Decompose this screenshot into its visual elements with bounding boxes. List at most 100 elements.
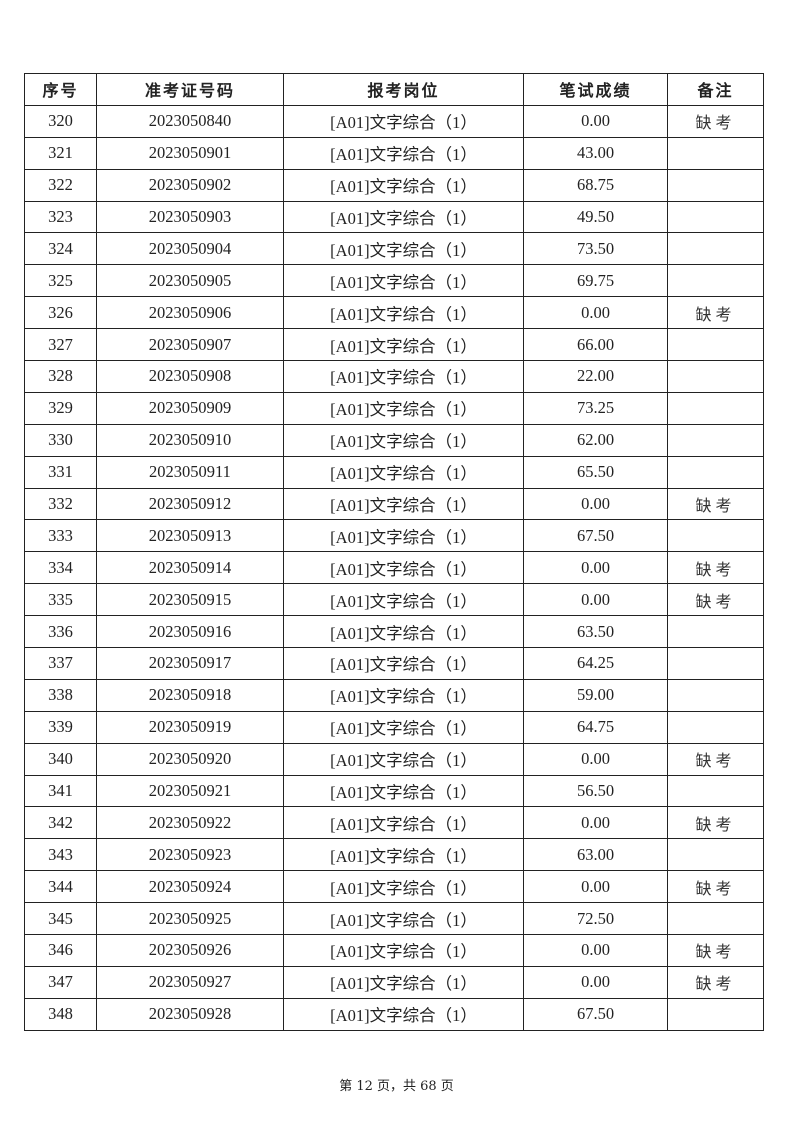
cell-ticket-number: 2023050925 [96,902,284,936]
table-row: 326 2023050906 [A01]文字综合（1） 0.00 缺考 [24,296,764,330]
cell-score: 0.00 [523,742,668,776]
cell-score: 0.00 [523,487,668,521]
cell-score: 0.00 [523,104,668,138]
cell-score: 56.50 [523,774,668,808]
cell-position: [A01]文字综合（1） [283,104,524,138]
cell-ticket-number: 2023050911 [96,455,284,489]
cell-position: [A01]文字综合（1） [283,551,524,585]
cell-position: [A01]文字综合（1） [283,360,524,393]
cell-score: 67.50 [523,519,668,553]
cell-note: 缺考 [667,104,764,138]
cell-note [667,710,764,744]
cell-position: [A01]文字综合（1） [283,678,524,712]
table-row: 337 2023050917 [A01]文字综合（1） 64.25 [24,647,764,680]
cell-ticket-number: 2023050909 [96,391,284,425]
table-row: 343 2023050923 [A01]文字综合（1） 63.00 [24,838,764,872]
table-row: 336 2023050916 [A01]文字综合（1） 63.50 [24,615,764,649]
cell-index: 331 [24,455,97,489]
cell-ticket-number: 2023050912 [96,487,284,521]
cell-position: [A01]文字综合（1） [283,200,524,234]
cell-ticket-number: 2023050922 [96,806,284,840]
cell-index: 345 [24,902,97,936]
table-row: 324 2023050904 [A01]文字综合（1） 73.50 [24,232,764,266]
cell-note: 缺考 [667,296,764,330]
cell-note [667,391,764,425]
page-footer: 第 12 页，共 68 页 [339,1079,454,1094]
cell-index: 324 [24,232,97,266]
table-row: 327 2023050907 [A01]文字综合（1） 66.00 [24,328,764,362]
header-position: 报考岗位 [283,73,524,106]
cell-note: 缺考 [667,806,764,840]
cell-position: [A01]文字综合（1） [283,391,524,425]
cell-position: [A01]文字综合（1） [283,328,524,362]
cell-ticket-number: 2023050927 [96,965,284,999]
cell-position: [A01]文字综合（1） [283,136,524,170]
table-row: 328 2023050908 [A01]文字综合（1） 22.00 [24,360,764,393]
table-row: 331 2023050911 [A01]文字综合（1） 65.50 [24,455,764,489]
cell-note [667,647,764,680]
cell-note [667,997,764,1031]
cell-index: 336 [24,615,97,649]
table-row: 348 2023050928 [A01]文字综合（1） 67.50 [24,997,764,1031]
cell-note [667,902,764,936]
cell-index: 339 [24,710,97,744]
cell-ticket-number: 2023050901 [96,136,284,170]
cell-index: 343 [24,838,97,872]
cell-score: 0.00 [523,583,668,617]
table-row: 323 2023050903 [A01]文字综合（1） 49.50 [24,200,764,234]
cell-index: 348 [24,997,97,1031]
cell-ticket-number: 2023050903 [96,200,284,234]
cell-position: [A01]文字综合（1） [283,774,524,808]
table-row: 322 2023050902 [A01]文字综合（1） 68.75 [24,168,764,202]
cell-ticket-number: 2023050904 [96,232,284,266]
cell-ticket-number: 2023050926 [96,934,284,967]
cell-note [667,200,764,234]
cell-score: 49.50 [523,200,668,234]
cell-score: 0.00 [523,934,668,967]
table-row: 330 2023050910 [A01]文字综合（1） 62.00 [24,423,764,457]
cell-score: 64.75 [523,710,668,744]
cell-position: [A01]文字综合（1） [283,710,524,744]
cell-position: [A01]文字综合（1） [283,583,524,617]
cell-note [667,519,764,553]
cell-position: [A01]文字综合（1） [283,870,524,904]
header-row: 序号 准考证号码 报考岗位 笔试成绩 备注 [24,73,764,106]
table-row: 321 2023050901 [A01]文字综合（1） 43.00 [24,136,764,170]
cell-position: [A01]文字综合（1） [283,997,524,1031]
table-row: 341 2023050921 [A01]文字综合（1） 56.50 [24,774,764,808]
cell-note: 缺考 [667,583,764,617]
cell-index: 326 [24,296,97,330]
cell-note: 缺考 [667,551,764,585]
cell-score: 62.00 [523,423,668,457]
cell-note [667,328,764,362]
cell-note [667,232,764,266]
table-row: 340 2023050920 [A01]文字综合（1） 0.00 缺考 [24,742,764,776]
cell-score: 64.25 [523,647,668,680]
cell-index: 341 [24,774,97,808]
table-row: 339 2023050919 [A01]文字综合（1） 64.75 [24,710,764,744]
cell-ticket-number: 2023050923 [96,838,284,872]
cell-index: 320 [24,104,97,138]
cell-score: 68.75 [523,168,668,202]
cell-position: [A01]文字综合（1） [283,519,524,553]
cell-index: 330 [24,423,97,457]
cell-index: 323 [24,200,97,234]
cell-position: [A01]文字综合（1） [283,423,524,457]
cell-score: 59.00 [523,678,668,712]
cell-score: 63.00 [523,838,668,872]
cell-position: [A01]文字综合（1） [283,742,524,776]
cell-index: 328 [24,360,97,393]
cell-note [667,678,764,712]
cell-index: 340 [24,742,97,776]
cell-note [667,838,764,872]
cell-score: 65.50 [523,455,668,489]
cell-ticket-number: 2023050907 [96,328,284,362]
cell-score: 63.50 [523,615,668,649]
cell-ticket-number: 2023050917 [96,647,284,680]
cell-position: [A01]文字综合（1） [283,806,524,840]
cell-score: 0.00 [523,870,668,904]
cell-ticket-number: 2023050910 [96,423,284,457]
cell-note [667,615,764,649]
cell-index: 337 [24,647,97,680]
table-row: 345 2023050925 [A01]文字综合（1） 72.50 [24,902,764,936]
